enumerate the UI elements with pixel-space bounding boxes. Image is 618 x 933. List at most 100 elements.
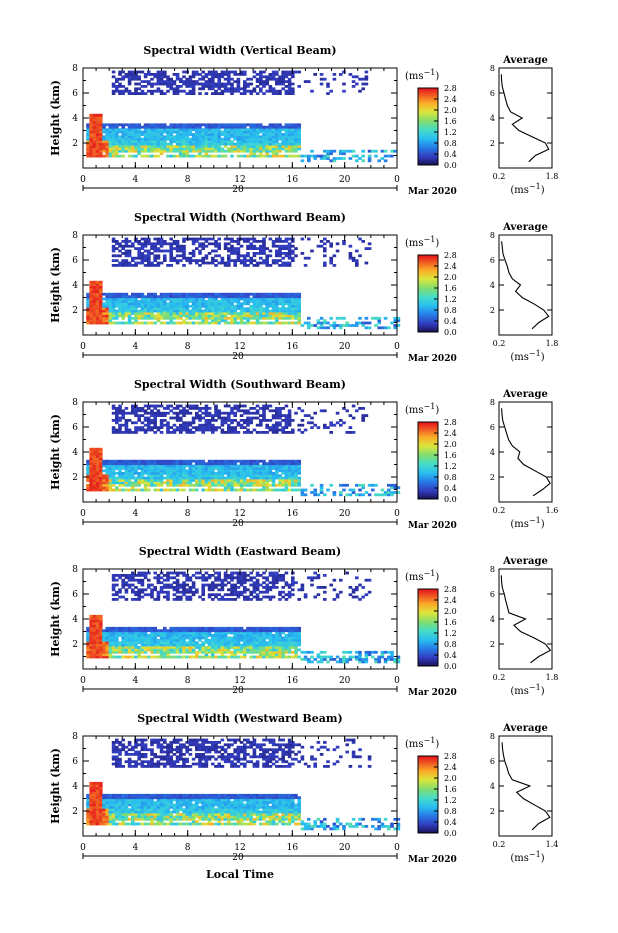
heatmap-cell [227,254,231,257]
heatmap-cell [275,429,279,432]
heatmap-cell [294,128,298,131]
heatmap-cell [179,85,183,88]
heatmap-cell [166,150,170,153]
heatmap-cell [163,293,167,296]
heatmap-cell [102,479,106,482]
heatmap-cell [173,627,177,630]
heatmap-cell [112,431,116,434]
heatmap-cell [99,155,103,158]
heatmap-cell [233,87,237,90]
heatmap-cell [224,78,228,81]
heatmap-cell [176,474,180,477]
heatmap-cell [153,426,157,429]
heatmap-cell [233,472,237,475]
heatmap-cell [96,128,100,131]
heatmap-cell [96,319,100,322]
heatmap-cell [141,317,145,320]
heatmap-cell [272,128,276,131]
heatmap-cell [166,312,170,315]
heatmap-cell [185,469,189,472]
heatmap-cell [169,128,173,131]
heatmap-cell [99,133,103,136]
heatmap-cell [275,128,279,131]
heatmap-cell [256,92,260,95]
heatmap-cell [169,637,173,640]
heatmap-cell [166,591,170,594]
heatmap-cell [195,259,199,262]
heatmap-cell [131,460,135,463]
heatmap-cell [294,484,298,487]
heatmap-cell [192,431,196,434]
heatmap-cell [246,78,250,81]
heatmap-cell [201,474,205,477]
heatmap-cell [371,484,375,487]
average-y-tick-label: 8 [490,398,495,407]
heatmap-cell [128,264,132,267]
heatmap-cell [272,262,276,265]
heatmap-cell [150,474,154,477]
heatmap-cell [93,121,97,124]
heatmap-cell [195,240,199,243]
heatmap-cell [105,627,109,630]
heatmap-cell [160,140,164,143]
heatmap-cell [166,145,170,148]
heatmap-cell [137,240,141,243]
heatmap-cell [179,305,183,308]
heatmap-cell [134,83,138,86]
heatmap-cell [166,295,170,298]
heatmap-cell [86,305,90,308]
heatmap-cell [301,252,305,255]
heatmap-cell [137,310,141,313]
heatmap-cell [109,649,113,652]
heatmap-cell [355,262,359,265]
heatmap-cell [176,259,180,262]
heatmap-cell [131,312,135,315]
heatmap-cell [256,307,260,310]
heatmap-cell [227,264,231,267]
heatmap-cell [160,634,164,637]
heatmap-cell [169,479,173,482]
heatmap-cell [157,656,161,659]
heatmap-cell [259,262,263,265]
heatmap-cell [189,293,193,296]
heatmap-cell [121,409,125,412]
heatmap-cell [169,293,173,296]
heatmap-cell [128,429,132,432]
heatmap-cell [157,429,161,432]
average-y-tick-label: 2 [490,306,495,315]
heatmap-cell [294,317,298,320]
heatmap-cell [134,634,138,637]
heatmap-cell [115,579,119,582]
heatmap-cell [285,238,289,241]
heatmap-cell [205,254,209,257]
heatmap-cell [294,254,298,257]
heatmap-cell [118,242,122,245]
heatmap-cell [189,310,193,313]
heatmap-cell [121,627,125,630]
heatmap-cell [211,305,215,308]
heatmap-cell [387,484,391,487]
heatmap-cell [352,324,356,327]
heatmap-cell [166,83,170,86]
heatmap-cell [125,421,129,424]
heatmap-cell [118,412,122,415]
heatmap-cell [105,474,109,477]
heatmap-cell [96,615,100,618]
heatmap-cell [192,293,196,296]
heatmap-cell [259,87,263,90]
heatmap-cell [294,140,298,143]
heatmap-cell [185,317,189,320]
heatmap-cell [185,460,189,463]
heatmap-cell [233,71,237,74]
heatmap-cell [141,588,145,591]
heatmap-cell [179,128,183,131]
heatmap-cell [285,307,289,310]
heatmap-cell [230,295,234,298]
heatmap-cell [345,150,349,153]
heatmap-cell [160,305,164,308]
heatmap-cell [342,324,346,327]
heatmap-cell [320,491,324,494]
heatmap-cell [144,651,148,654]
heatmap-cell [288,412,292,415]
heatmap-cell [118,409,122,412]
